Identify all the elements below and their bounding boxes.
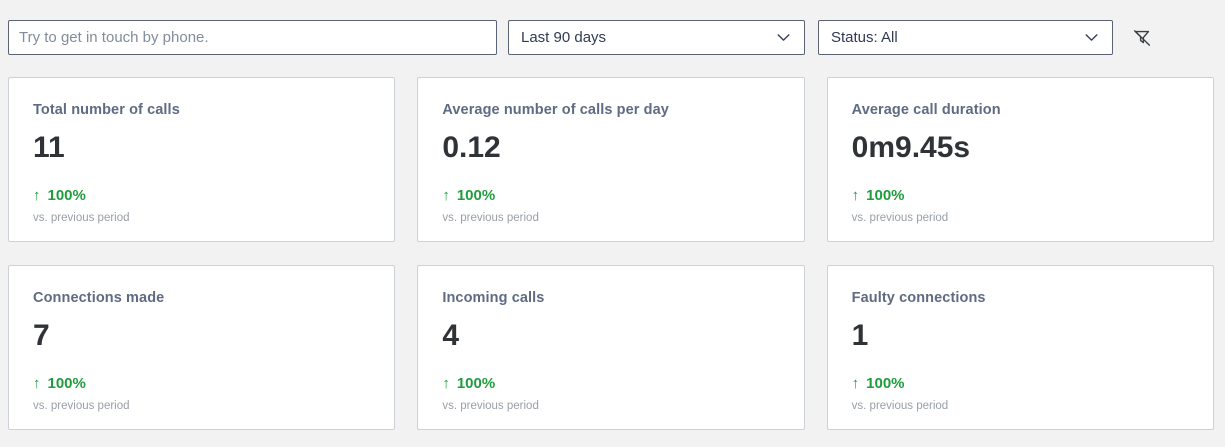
trend-percent: 100% xyxy=(456,187,496,204)
card-value: 1 xyxy=(851,319,869,352)
card-value: 11 xyxy=(33,131,65,164)
card-value: 0m9.45s xyxy=(851,131,971,164)
status-value: Status: All xyxy=(831,29,898,46)
kpi-card-avg-call-duration: Average call duration 0m9.45s ↑ 100% vs.… xyxy=(826,77,1214,242)
kpi-cards-grid: Total number of calls 11 ↑ 100% vs. prev… xyxy=(8,77,1214,430)
date-range-value: Last 90 days xyxy=(521,29,607,46)
compare-label: vs. previous period xyxy=(442,212,539,224)
trend-indicator: ↑ 100% xyxy=(442,187,779,204)
compare-label: vs. previous period xyxy=(442,400,539,412)
card-title: Connections made xyxy=(33,290,165,306)
card-title: Incoming calls xyxy=(442,290,545,306)
kpi-card-incoming-calls: Incoming calls 4 ↑ 100% vs. previous per… xyxy=(417,265,805,430)
arrow-up-icon: ↑ xyxy=(33,375,41,392)
trend-percent: 100% xyxy=(47,187,86,204)
trend-percent: 100% xyxy=(866,187,905,204)
arrow-up-icon: ↑ xyxy=(33,187,41,204)
filter-off-icon xyxy=(1133,29,1151,46)
trend-indicator: ↑ 100% xyxy=(33,187,370,204)
card-value: 4 xyxy=(442,319,460,352)
arrow-up-icon: ↑ xyxy=(442,187,450,204)
chevron-down-icon xyxy=(777,34,790,41)
card-title: Faulty connections xyxy=(851,290,986,306)
compare-label: vs. previous period xyxy=(851,212,949,224)
trend-percent: 100% xyxy=(866,375,905,392)
trend-indicator: ↑ 100% xyxy=(442,375,779,392)
trend-indicator: ↑ 100% xyxy=(852,375,1189,392)
status-dropdown[interactable]: Status: All xyxy=(818,20,1113,55)
arrow-up-icon: ↑ xyxy=(442,375,450,392)
arrow-up-icon: ↑ xyxy=(851,187,860,204)
kpi-card-faulty-connections: Faulty connections 1 ↑ 100% vs. previous… xyxy=(826,265,1214,430)
card-title: Average number of calls per day xyxy=(442,102,669,118)
card-title: Average call duration xyxy=(851,102,1001,118)
clear-filters-button[interactable] xyxy=(1125,21,1159,55)
compare-label: vs. previous period xyxy=(851,400,949,412)
date-range-dropdown[interactable]: Last 90 days xyxy=(508,20,805,55)
chevron-down-icon xyxy=(1085,34,1098,41)
kpi-card-total-calls: Total number of calls 11 ↑ 100% vs. prev… xyxy=(8,77,396,242)
card-value: 7 xyxy=(33,319,50,352)
kpi-card-avg-calls-per-day: Average number of calls per day 0.12 ↑ 1… xyxy=(417,77,805,242)
trend-indicator: ↑ 100% xyxy=(33,375,370,392)
compare-label: vs. previous period xyxy=(33,212,130,224)
trend-indicator: ↑ 100% xyxy=(852,187,1189,204)
trend-percent: 100% xyxy=(456,375,496,392)
arrow-up-icon: ↑ xyxy=(851,375,860,392)
card-title: Total number of calls xyxy=(33,102,180,118)
filters-toolbar: Last 90 days Status: All xyxy=(8,20,1214,55)
trend-percent: 100% xyxy=(47,375,86,392)
card-value: 0.12 xyxy=(442,131,501,164)
compare-label: vs. previous period xyxy=(33,400,130,412)
search-input[interactable] xyxy=(8,20,497,55)
kpi-card-connections-made: Connections made 7 ↑ 100% vs. previous p… xyxy=(8,265,396,430)
